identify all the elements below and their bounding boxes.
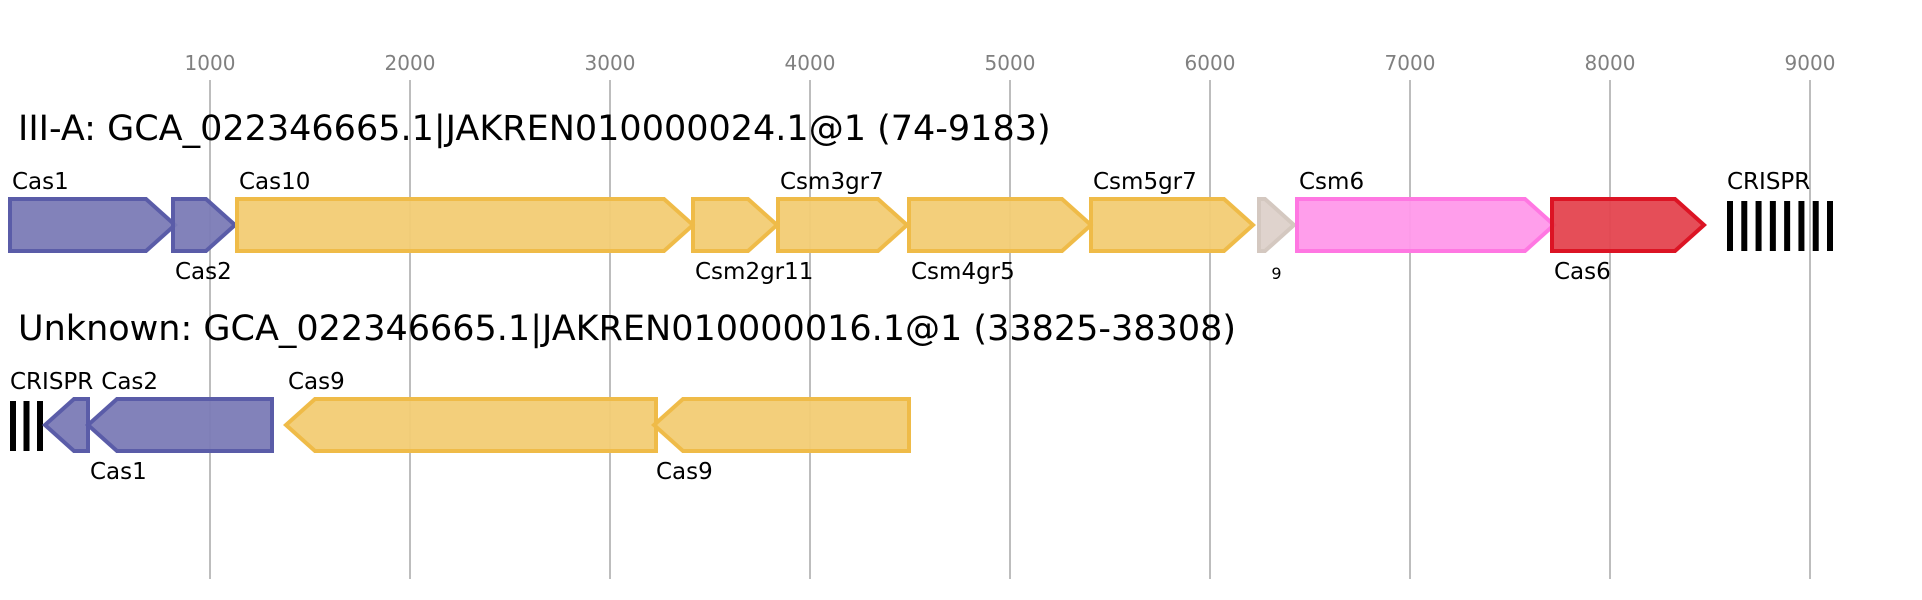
axis-tick-label: 5000 — [985, 51, 1036, 75]
axis-tick-label: 2000 — [385, 51, 436, 75]
crispr-repeat — [1741, 201, 1748, 251]
gene-label: Cas1 — [90, 459, 147, 485]
gene-label: Cas2 — [175, 259, 232, 285]
crispr-repeat — [10, 401, 16, 451]
gene-label: 9 — [1271, 264, 1281, 283]
gene-arrow-cas1[interactable] — [8, 197, 178, 253]
gene-arrow-cas9[interactable] — [651, 397, 911, 453]
gene-label: Cas1 — [12, 169, 69, 195]
crispr-array[interactable] — [10, 401, 43, 451]
axis-tick-label: 4000 — [785, 51, 836, 75]
axis-tick-label: 3000 — [585, 51, 636, 75]
axis-tick-label: 8000 — [1585, 51, 1636, 75]
gene-label: Csm6 — [1299, 169, 1364, 195]
gene-arrow-cas6[interactable] — [1550, 197, 1707, 253]
crispr-repeat — [1798, 201, 1805, 251]
axis-tick-label: 9000 — [1785, 51, 1836, 75]
gene-label: Csm3gr7 — [780, 169, 884, 195]
gene-arrow-csm6[interactable] — [1295, 197, 1557, 253]
crispr-repeat — [1727, 201, 1733, 251]
cluster-title: Unknown: GCA_022346665.1|JAKREN010000016… — [18, 309, 1236, 349]
crispr-label: CRISPR — [10, 369, 93, 395]
crispr-repeat — [1769, 201, 1776, 251]
gene-arrow-csm4gr5[interactable] — [907, 197, 1094, 253]
crispr-repeat — [37, 401, 43, 451]
gene-label: Cas10 — [239, 169, 310, 195]
gene-label: Cas9 — [288, 369, 345, 395]
crispr-label: CRISPR — [1727, 169, 1810, 195]
axis-tick-label: 6000 — [1185, 51, 1236, 75]
gene-label: Csm5gr7 — [1093, 169, 1197, 195]
cluster-row: Unknown: GCA_022346665.1|JAKREN010000016… — [10, 309, 1236, 485]
gene-label: Cas9 — [656, 459, 713, 485]
cluster-row: III-A: GCA_022346665.1|JAKREN010000024.1… — [8, 109, 1833, 285]
crispr-repeat — [1812, 201, 1819, 251]
crispr-repeat — [1755, 201, 1762, 251]
gene-label: Csm4gr5 — [911, 259, 1015, 285]
axis-gridlines: 1000 2000 3000 4000 5000 6000 7000 8000 9000 — [185, 51, 1836, 579]
crispr-repeat — [1784, 201, 1791, 251]
crispr-repeat — [23, 401, 30, 451]
cluster-rows: III-A: GCA_022346665.1|JAKREN010000024.1… — [8, 109, 1833, 485]
gene-label: Cas2 — [101, 369, 158, 395]
gene-arrow-cas10[interactable] — [235, 197, 696, 253]
axis-tick-label: 7000 — [1385, 51, 1436, 75]
gene-arrow-cas1[interactable] — [85, 397, 274, 453]
gene-label: Csm2gr11 — [695, 259, 813, 285]
crispr-repeat — [1827, 201, 1833, 251]
gene-arrow-cas2[interactable] — [171, 197, 238, 253]
gene-arrow-csm5gr7[interactable] — [1089, 197, 1256, 253]
gene-arrow-9[interactable] — [1257, 197, 1297, 253]
gene-arrow-cas9[interactable] — [283, 397, 658, 453]
gene-arrow-csm3gr7[interactable] — [776, 197, 910, 253]
gene-arrow-csm2gr11[interactable] — [691, 197, 780, 253]
axis-tick-label: 1000 — [185, 51, 236, 75]
gene-label: Cas6 — [1554, 259, 1611, 285]
cluster-title: III-A: GCA_022346665.1|JAKREN010000024.1… — [18, 109, 1051, 149]
gene-arrow-cas2[interactable] — [42, 397, 90, 453]
crispr-array[interactable] — [1727, 201, 1833, 251]
